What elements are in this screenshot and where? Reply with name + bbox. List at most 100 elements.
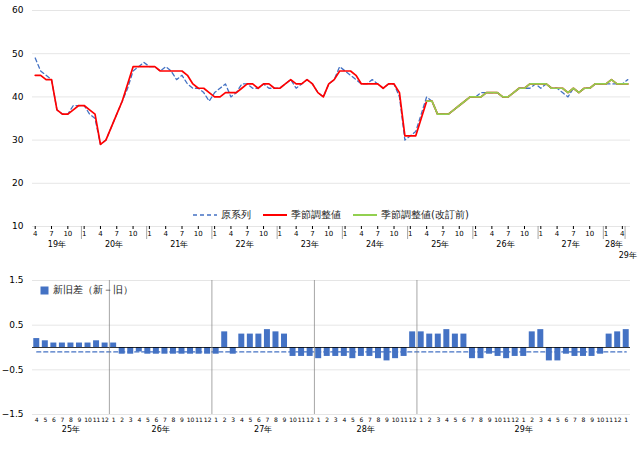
svg-text:60: 60 — [12, 5, 24, 15]
svg-text:10: 10 — [12, 221, 24, 231]
svg-text:1: 1 — [343, 230, 347, 238]
svg-text:1: 1 — [604, 230, 608, 238]
svg-text:3: 3 — [334, 416, 338, 423]
svg-text:5: 5 — [556, 416, 560, 423]
svg-text:40: 40 — [12, 92, 24, 102]
svg-text:10: 10 — [392, 416, 400, 423]
svg-text:10: 10 — [390, 230, 399, 238]
svg-text:8: 8 — [582, 416, 586, 423]
svg-text:6: 6 — [154, 416, 158, 423]
svg-text:4: 4 — [359, 230, 364, 238]
svg-text:4: 4 — [240, 416, 244, 423]
svg-text:1: 1 — [539, 230, 543, 238]
svg-text:7: 7 — [368, 416, 372, 423]
svg-text:1: 1 — [408, 230, 412, 238]
svg-text:26年: 26年 — [496, 240, 514, 249]
svg-text:10: 10 — [84, 416, 92, 423]
svg-text:11: 11 — [195, 416, 203, 423]
svg-text:10: 10 — [324, 230, 333, 238]
svg-text:8: 8 — [69, 416, 73, 423]
svg-text:5: 5 — [351, 416, 355, 423]
svg-text:10: 10 — [289, 416, 297, 423]
svg-text:11: 11 — [400, 416, 408, 423]
svg-text:4: 4 — [33, 230, 38, 238]
svg-text:12: 12 — [511, 416, 519, 423]
svg-text:7: 7 — [441, 230, 445, 238]
svg-text:2: 2 — [428, 416, 432, 423]
svg-text:20: 20 — [12, 178, 24, 188]
svg-text:4: 4 — [35, 416, 39, 423]
svg-text:5: 5 — [248, 416, 252, 423]
svg-text:8: 8 — [479, 416, 483, 423]
svg-text:4: 4 — [620, 230, 625, 238]
svg-text:6: 6 — [462, 416, 466, 423]
svg-text:10: 10 — [187, 416, 195, 423]
svg-text:1: 1 — [212, 230, 216, 238]
svg-text:2: 2 — [223, 416, 227, 423]
svg-text:10: 10 — [194, 230, 203, 238]
svg-text:5: 5 — [146, 416, 150, 423]
svg-text:−1.5: −1.5 — [2, 409, 24, 419]
svg-text:11: 11 — [605, 416, 613, 423]
svg-text:9: 9 — [78, 416, 82, 423]
svg-text:23年: 23年 — [301, 240, 319, 249]
svg-text:7: 7 — [180, 230, 184, 238]
svg-text:1: 1 — [147, 230, 151, 238]
svg-text:27年: 27年 — [254, 425, 272, 434]
svg-text:12: 12 — [614, 416, 622, 423]
svg-text:1.5: 1.5 — [9, 275, 23, 285]
svg-text:7: 7 — [571, 230, 575, 238]
svg-text:24年: 24年 — [366, 240, 384, 249]
svg-text:10: 10 — [455, 230, 464, 238]
svg-text:4: 4 — [137, 416, 141, 423]
svg-text:5: 5 — [453, 416, 457, 423]
svg-text:29年: 29年 — [515, 425, 533, 434]
svg-text:7: 7 — [245, 230, 249, 238]
svg-text:1: 1 — [112, 416, 116, 423]
svg-text:2: 2 — [120, 416, 124, 423]
svg-text:50: 50 — [12, 49, 24, 59]
svg-text:7: 7 — [163, 416, 167, 423]
svg-text:4: 4 — [424, 230, 429, 238]
svg-text:3: 3 — [436, 416, 440, 423]
svg-text:−0.5: −0.5 — [2, 365, 24, 375]
svg-text:20年: 20年 — [105, 240, 123, 249]
svg-text:22年: 22年 — [235, 240, 253, 249]
svg-text:6: 6 — [52, 416, 56, 423]
svg-text:4: 4 — [98, 230, 103, 238]
svg-text:25年: 25年 — [62, 425, 80, 434]
svg-text:6: 6 — [359, 416, 363, 423]
svg-text:1: 1 — [522, 416, 526, 423]
svg-text:5: 5 — [43, 416, 47, 423]
svg-text:8: 8 — [172, 416, 176, 423]
svg-text:4: 4 — [490, 230, 495, 238]
svg-text:11: 11 — [503, 416, 511, 423]
svg-text:7: 7 — [310, 230, 314, 238]
svg-text:4: 4 — [163, 230, 168, 238]
svg-text:12: 12 — [204, 416, 212, 423]
svg-text:25年: 25年 — [431, 240, 449, 249]
svg-text:1: 1 — [624, 416, 628, 423]
svg-text:7: 7 — [375, 230, 379, 238]
svg-text:10: 10 — [63, 230, 72, 238]
svg-text:7: 7 — [506, 230, 510, 238]
svg-text:4: 4 — [229, 230, 234, 238]
svg-text:7: 7 — [471, 416, 475, 423]
svg-text:1: 1 — [214, 416, 218, 423]
svg-text:9: 9 — [488, 416, 492, 423]
svg-text:11: 11 — [93, 416, 101, 423]
svg-text:4: 4 — [342, 416, 346, 423]
svg-text:3: 3 — [231, 416, 235, 423]
svg-text:10: 10 — [520, 230, 529, 238]
svg-text:1: 1 — [278, 230, 282, 238]
svg-text:19年: 19年 — [48, 240, 66, 249]
svg-text:9: 9 — [385, 416, 389, 423]
svg-text:7: 7 — [115, 230, 119, 238]
svg-text:29年: 29年 — [619, 251, 637, 260]
svg-text:10: 10 — [597, 416, 605, 423]
svg-text:6: 6 — [257, 416, 261, 423]
svg-text:2: 2 — [530, 416, 534, 423]
svg-text:8: 8 — [274, 416, 278, 423]
svg-text:10: 10 — [259, 230, 268, 238]
svg-text:10: 10 — [585, 230, 594, 238]
